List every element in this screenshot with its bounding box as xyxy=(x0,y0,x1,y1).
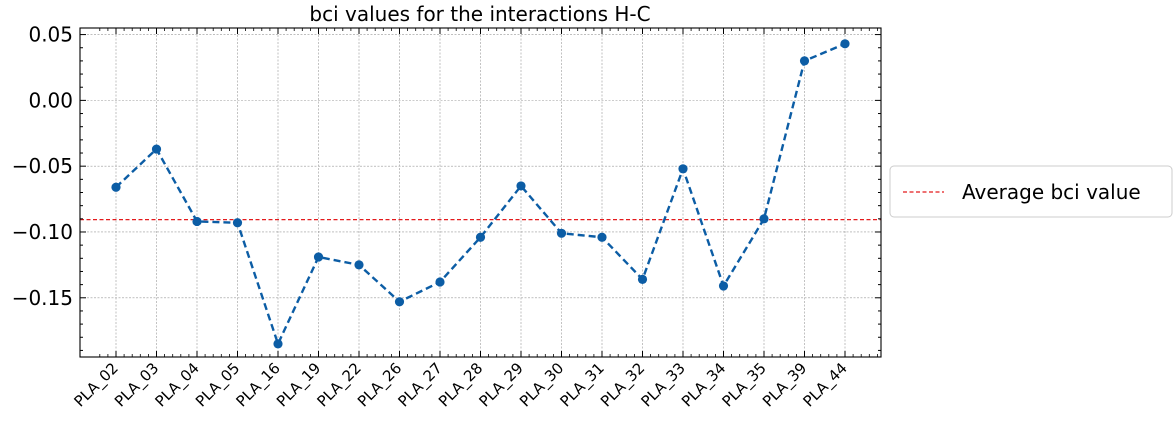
y-tick-label: 0.05 xyxy=(28,23,73,47)
x-tick-label: PLA_27 xyxy=(394,359,446,411)
data-point xyxy=(759,214,769,224)
data-point xyxy=(354,260,364,270)
data-point xyxy=(394,297,405,307)
series-line xyxy=(111,39,850,349)
data-point xyxy=(232,218,243,228)
x-tick-label: PLA_16 xyxy=(232,359,284,411)
x-tick-label: PLA_30 xyxy=(516,359,568,411)
data-point xyxy=(516,181,526,191)
x-tick-labels: PLA_02PLA_03PLA_04PLA_05PLA_16PLA_19PLA_… xyxy=(70,359,851,411)
data-point xyxy=(273,339,283,349)
data-point xyxy=(313,252,324,262)
x-tick-label: PLA_32 xyxy=(597,359,649,411)
chart-title: bci values for the interactions H-C xyxy=(309,2,650,26)
data-point xyxy=(556,228,567,238)
grid xyxy=(80,28,881,357)
x-tick-label: PLA_02 xyxy=(70,359,122,411)
x-tick-label: PLA_33 xyxy=(637,359,689,411)
x-tick-label: PLA_29 xyxy=(475,359,527,411)
x-tick-label: PLA_31 xyxy=(556,359,608,411)
legend: Average bci value xyxy=(889,165,1173,218)
data-point xyxy=(678,164,688,174)
y-tick-label: −0.15 xyxy=(12,286,73,310)
data-point xyxy=(475,232,486,242)
legend-label: Average bci value xyxy=(962,180,1141,204)
x-tick-label: PLA_39 xyxy=(759,359,811,411)
x-tick-label: PLA_28 xyxy=(435,359,487,411)
y-tick-labels: 0.05 0.00 −0.05 −0.10 −0.15 xyxy=(12,23,73,310)
y-tick-label: 0.00 xyxy=(28,88,73,112)
x-tick-label: PLA_22 xyxy=(313,359,365,411)
x-tick-label: PLA_44 xyxy=(799,359,851,411)
data-point xyxy=(111,182,121,192)
legend-box xyxy=(889,165,1173,218)
y-tick-label: −0.10 xyxy=(12,220,73,244)
x-tick-label: PLA_34 xyxy=(678,359,730,411)
data-point xyxy=(718,281,729,291)
x-tick-label: PLA_35 xyxy=(718,359,770,411)
data-point xyxy=(799,56,810,66)
x-tick-label: PLA_26 xyxy=(354,359,406,411)
x-tick-label: PLA_04 xyxy=(151,359,203,411)
data-point xyxy=(151,144,162,154)
x-tick-label: PLA_05 xyxy=(192,359,244,411)
data-point xyxy=(840,39,850,49)
data-point xyxy=(637,274,648,284)
x-tick-label: PLA_03 xyxy=(111,359,163,411)
x-tick-label: PLA_19 xyxy=(273,359,325,411)
ticks xyxy=(80,28,881,357)
data-point xyxy=(192,216,202,227)
data-point xyxy=(597,232,607,242)
data-point xyxy=(435,277,445,287)
y-tick-label: −0.05 xyxy=(12,154,73,178)
